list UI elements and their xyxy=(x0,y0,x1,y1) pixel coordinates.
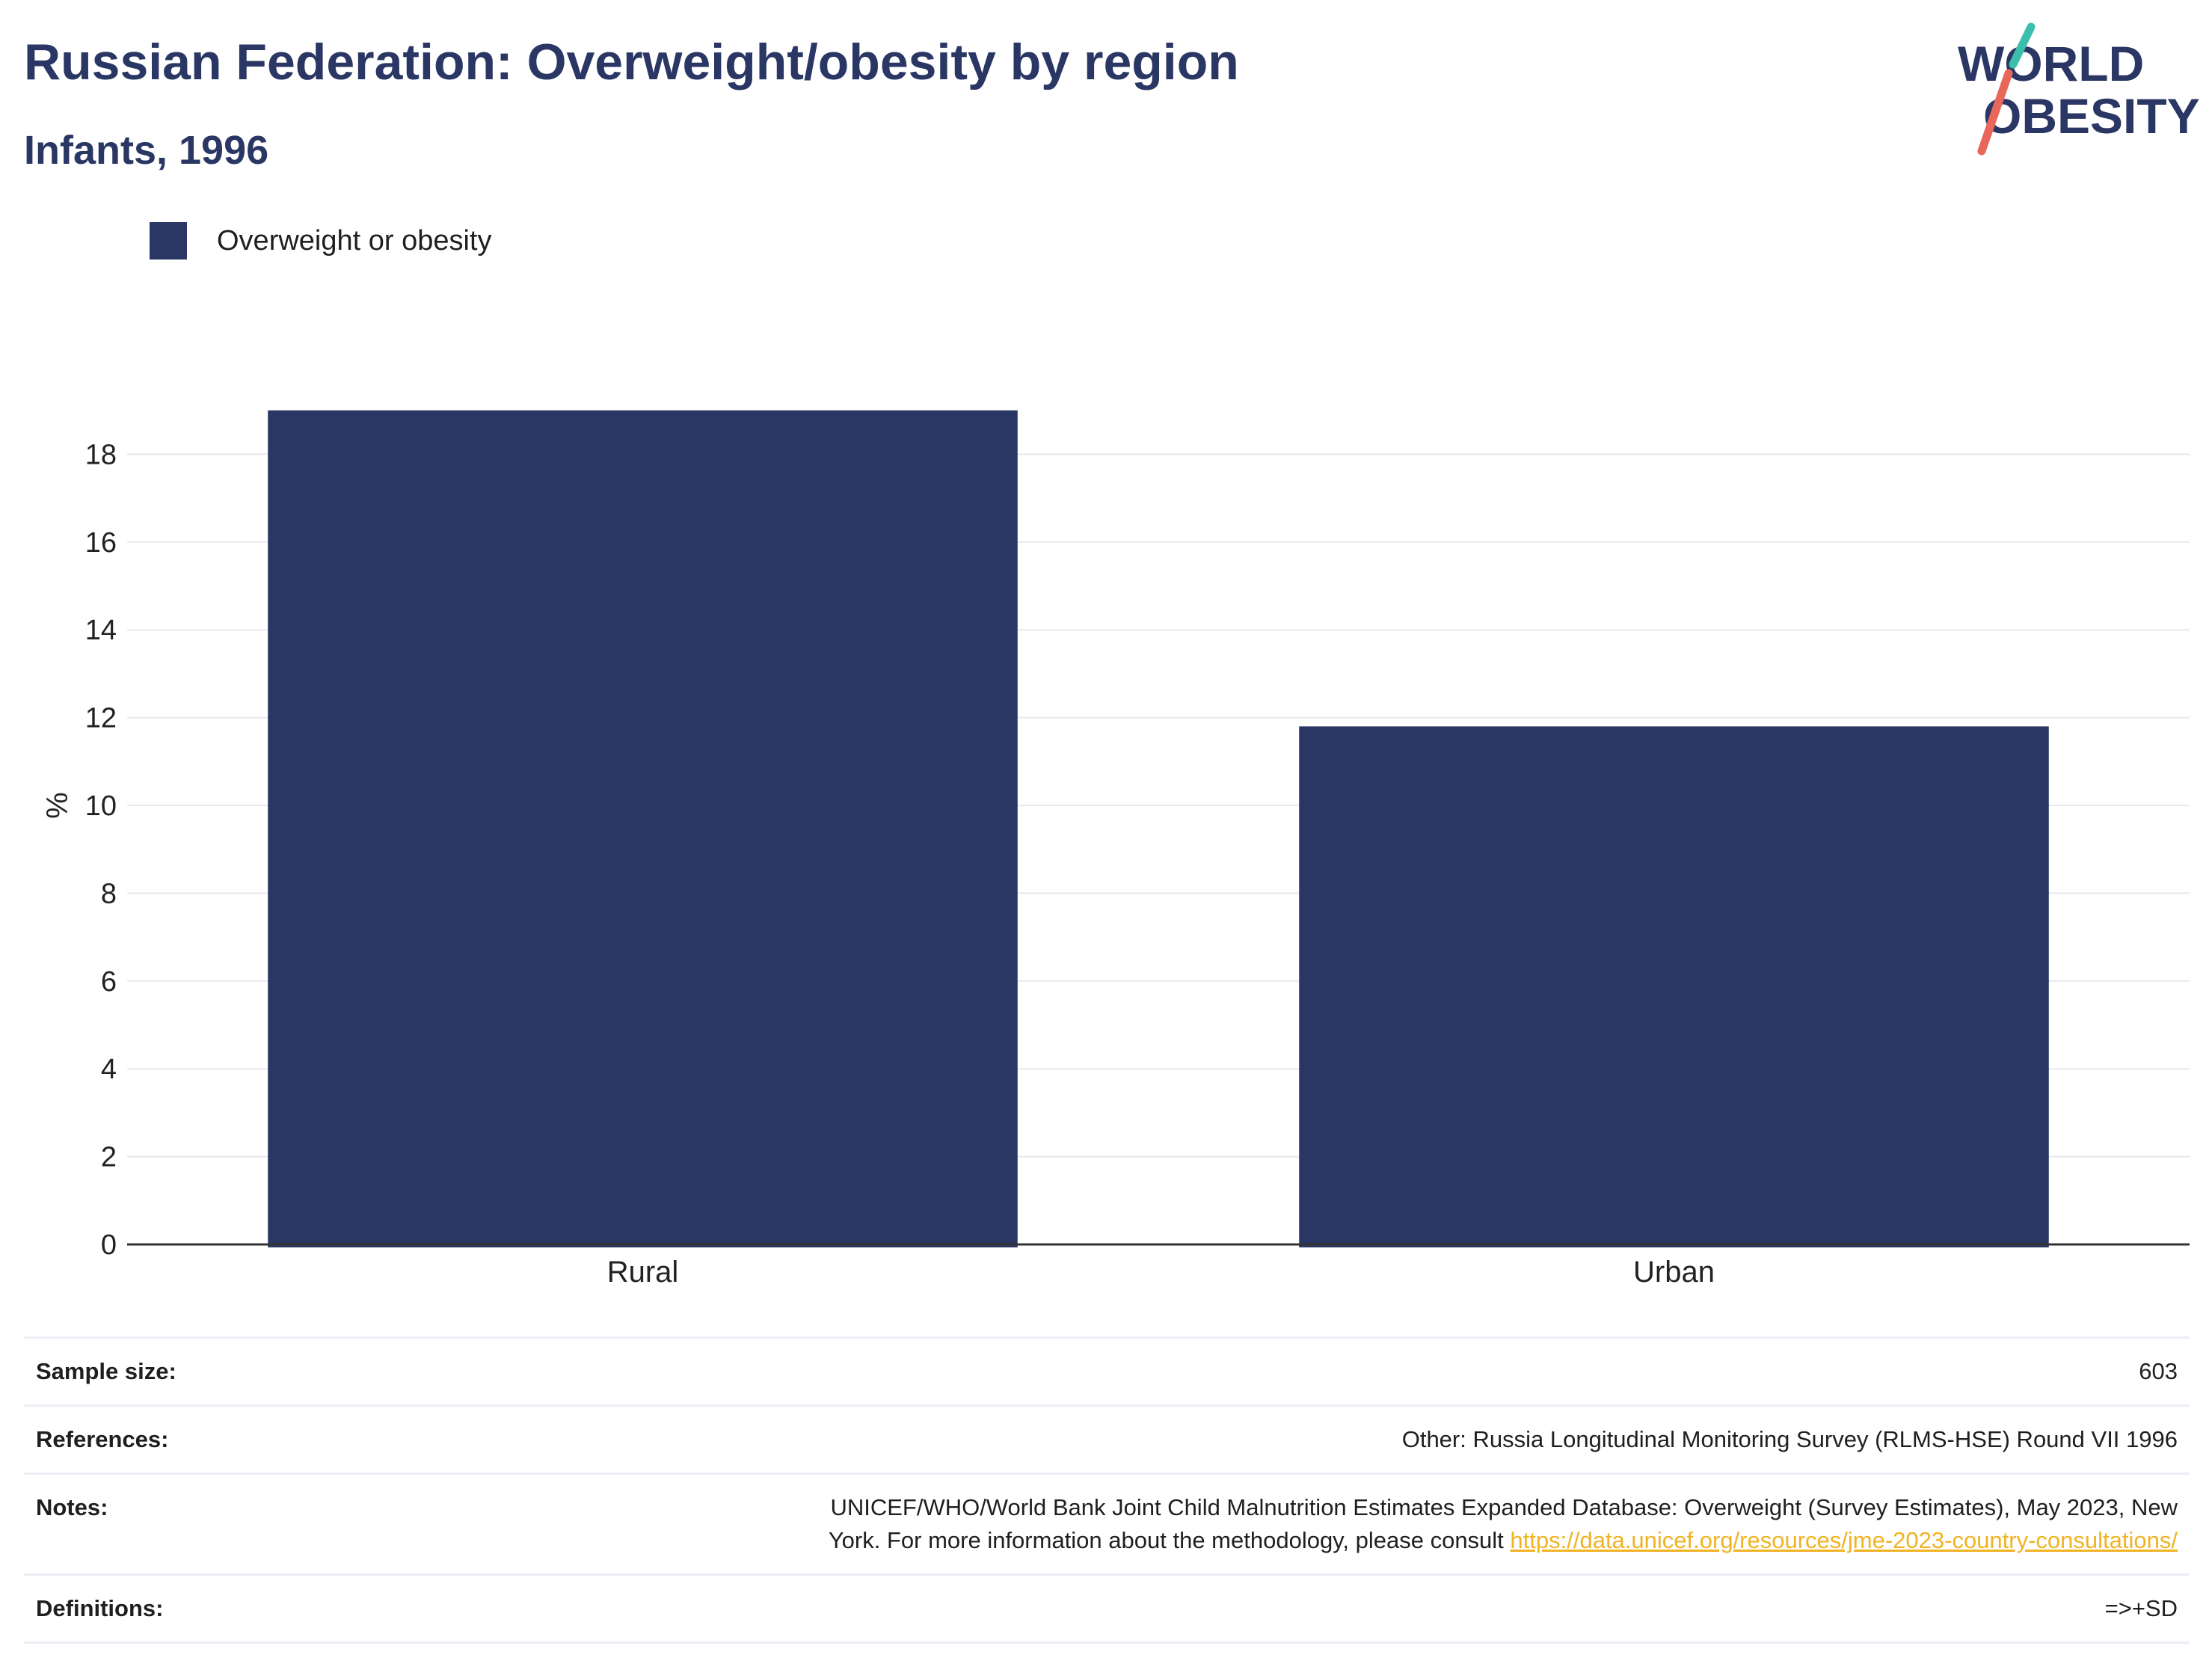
legend-label: Overweight or obesity xyxy=(217,224,492,257)
bar-rural[interactable] xyxy=(268,410,1018,1248)
info-row-references: References: Other: Russia Longitudinal M… xyxy=(24,1404,2190,1473)
info-row-notes: Notes: UNICEF/WHO/World Bank Joint Child… xyxy=(24,1473,2190,1573)
y-tick-label: 8 xyxy=(101,878,117,909)
y-tick-label: 4 xyxy=(101,1054,117,1085)
x-category-label: Urban xyxy=(1633,1256,1715,1289)
references-value: Other: Russia Longitudinal Monitoring Su… xyxy=(1401,1426,2178,1452)
bar-urban[interactable] xyxy=(1299,726,2049,1247)
notes-link[interactable]: https://data.unicef.org/resources/jme-20… xyxy=(1510,1527,2178,1553)
notes-text-line2: York. For more information about the met… xyxy=(828,1527,1511,1553)
notes-label: Notes: xyxy=(36,1494,108,1520)
y-tick-label: 10 xyxy=(85,790,117,822)
references-label: References: xyxy=(36,1426,169,1452)
sample-size-value: 603 xyxy=(2139,1358,2178,1384)
definitions-label: Definitions: xyxy=(36,1595,164,1621)
y-tick-label: 0 xyxy=(101,1229,117,1261)
logo-line1: WORLD xyxy=(1958,36,2144,91)
chart-legend[interactable]: Overweight or obesity xyxy=(150,221,492,260)
notes-value: UNICEF/WHO/World Bank Joint Child Malnut… xyxy=(829,1491,2178,1557)
y-tick-labels: 0 2 4 6 8 10 12 14 16 18 xyxy=(85,439,117,1261)
y-tick-label: 12 xyxy=(85,703,117,734)
chart-title: Russian Federation: Overweight/obesity b… xyxy=(24,34,1239,90)
definitions-value: =>+SD xyxy=(2104,1595,2178,1621)
y-tick-label: 16 xyxy=(85,527,117,559)
info-table: Sample size: 603 References: Other: Russ… xyxy=(24,1336,2190,1644)
info-row-definitions: Definitions: =>+SD xyxy=(24,1573,2190,1644)
world-obesity-logo[interactable]: WORLD OBESITY xyxy=(1944,22,2199,157)
bars xyxy=(268,410,2049,1248)
chart-subtitle: Infants, 1996 xyxy=(24,128,269,173)
bar-chart: 0 2 4 6 8 10 12 14 16 18 Rural Urban % xyxy=(40,410,2190,1289)
y-tick-label: 6 xyxy=(101,966,117,998)
notes-text-line1: UNICEF/WHO/World Bank Joint Child Malnut… xyxy=(830,1494,2178,1520)
y-tick-label: 2 xyxy=(101,1142,117,1173)
logo-slash-teal xyxy=(2009,22,2036,69)
y-tick-label: 18 xyxy=(85,439,117,470)
y-tick-label: 14 xyxy=(85,615,117,646)
legend-swatch xyxy=(150,222,187,260)
y-axis-title: % xyxy=(40,792,73,819)
logo-slash-red xyxy=(1977,69,2013,156)
sample-size-label: Sample size: xyxy=(36,1358,176,1384)
info-row-sample-size: Sample size: 603 xyxy=(24,1336,2190,1404)
x-category-label: Rural xyxy=(607,1256,679,1289)
logo-line2: OBESITY xyxy=(1983,88,2199,144)
x-category-labels: Rural Urban xyxy=(607,1256,1715,1289)
